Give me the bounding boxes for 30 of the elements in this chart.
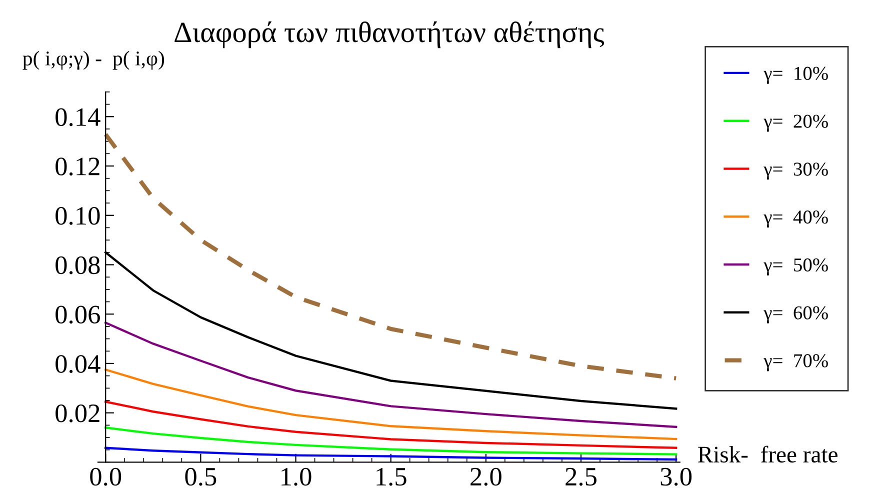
- x-tick-label: 1.5: [376, 468, 406, 486]
- y-axis-title: p( i,φ;γ) - p( i,φ): [22, 50, 164, 70]
- legend-label: γ= 50%: [764, 258, 828, 276]
- x-tick-label: 0.5: [185, 468, 216, 486]
- legend-label: γ= 40%: [764, 210, 828, 228]
- legend-label: γ= 30%: [764, 162, 828, 180]
- line-series: [104, 400, 678, 450]
- line-series: [104, 446, 678, 461]
- x-tick-label: 0.0: [90, 468, 122, 486]
- x-tick-label: 1.0: [282, 468, 312, 486]
- y-tick-label: 0.12: [56, 158, 100, 176]
- x-axis-title: Risk- free rate: [698, 446, 838, 463]
- y-tick-label: 0.02: [56, 404, 100, 422]
- legend-label: γ= 10%: [764, 66, 828, 84]
- chart-title: Διαφορά των πιθανοτήτων αθέτησης: [174, 21, 604, 48]
- x-tick-label: 3.0: [660, 468, 692, 486]
- x-tick-label: 2.5: [566, 468, 596, 486]
- y-tick-label: 0.10: [56, 206, 100, 225]
- legend-label: γ= 60%: [764, 306, 828, 324]
- line-series: [104, 322, 678, 428]
- legend-label: γ= 20%: [764, 114, 828, 132]
- legend-label: γ= 70%: [764, 354, 828, 372]
- y-tick-label: 0.04: [56, 355, 100, 374]
- y-tick-label: 0.14: [56, 108, 100, 126]
- line-series: [104, 368, 678, 440]
- y-tick-label: 0.08: [56, 256, 100, 274]
- y-tick-label: 0.06: [56, 306, 100, 324]
- line-series: [104, 426, 678, 456]
- x-tick-label: 2.0: [470, 468, 502, 486]
- line-series: [104, 132, 678, 380]
